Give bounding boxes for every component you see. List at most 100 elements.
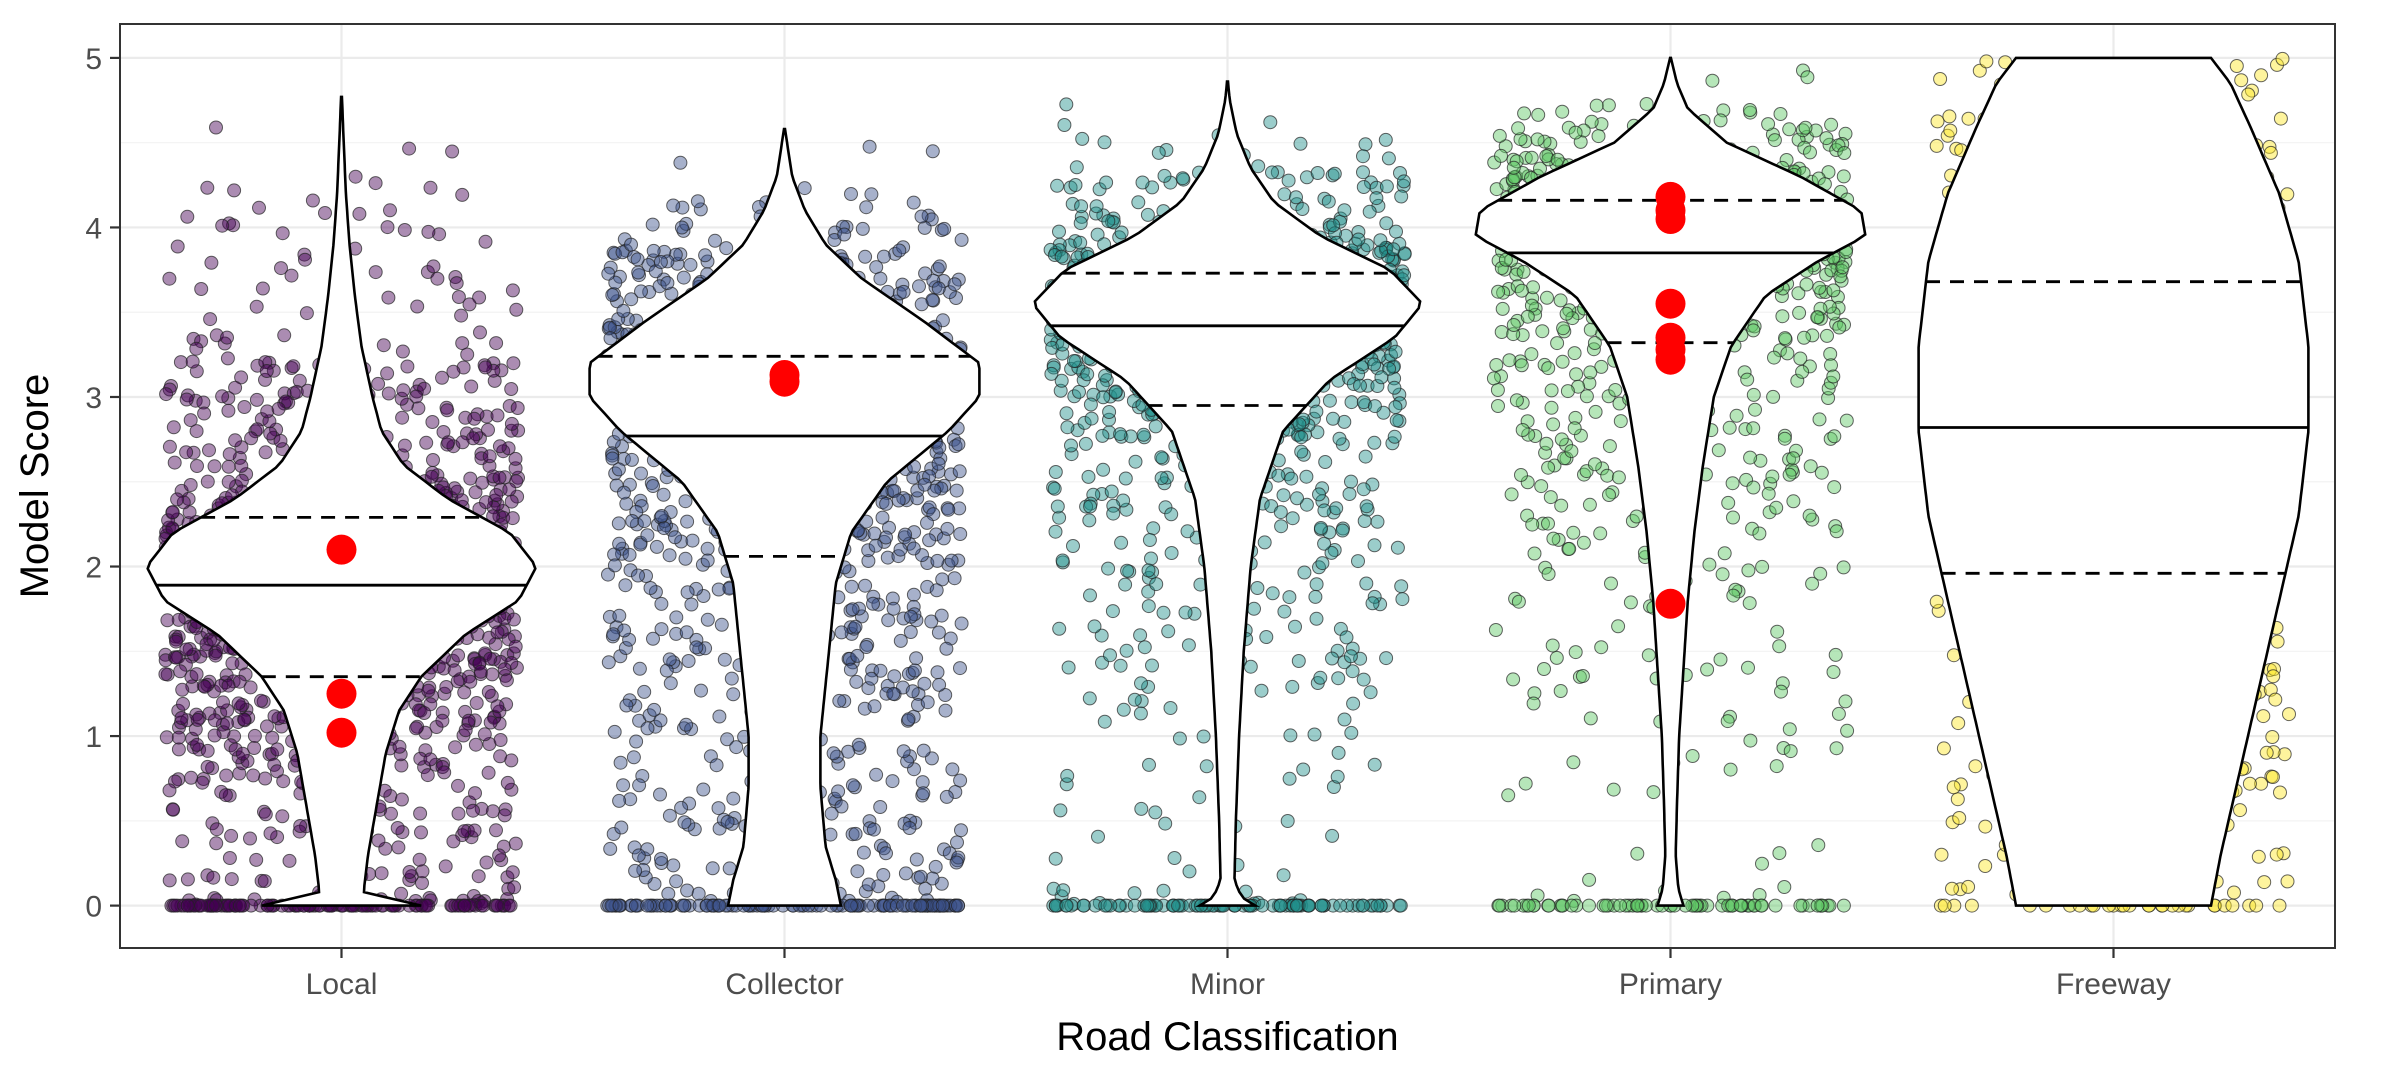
- data-point: [1119, 643, 1134, 658]
- data-point: [1309, 611, 1324, 626]
- data-point: [1358, 137, 1373, 152]
- data-point: [249, 299, 264, 314]
- data-point: [909, 651, 924, 666]
- data-point: [1289, 190, 1303, 205]
- data-point-zero: [1301, 898, 1316, 913]
- data-point: [1746, 480, 1761, 495]
- data-point: [841, 744, 856, 759]
- data-point: [1296, 762, 1311, 777]
- data-point: [1291, 654, 1306, 668]
- data-point: [266, 363, 281, 378]
- data-point: [473, 325, 487, 340]
- data-point: [1827, 480, 1842, 495]
- data-point: [200, 743, 215, 758]
- data-point: [1106, 506, 1121, 521]
- data-point: [477, 727, 492, 742]
- data-point-zero: [1393, 898, 1408, 913]
- highlight-point: [769, 366, 800, 397]
- data-point: [1326, 218, 1341, 233]
- data-point: [1144, 551, 1158, 566]
- data-point-zero: [1076, 898, 1091, 913]
- data-point: [260, 404, 275, 419]
- data-point: [170, 239, 185, 254]
- data-point: [1606, 782, 1621, 797]
- data-point: [1550, 336, 1565, 351]
- data-point: [1312, 487, 1326, 502]
- data-point: [467, 411, 482, 426]
- data-point: [1359, 576, 1374, 591]
- data-point: [426, 259, 441, 274]
- data-point: [1047, 481, 1062, 496]
- data-point: [506, 356, 521, 371]
- data-point: [1504, 487, 1519, 502]
- data-point: [1358, 449, 1373, 464]
- data-point: [420, 768, 435, 783]
- data-point: [1491, 399, 1505, 413]
- data-point: [1180, 524, 1195, 539]
- data-point: [1514, 358, 1529, 373]
- data-point: [220, 351, 235, 366]
- data-point: [1629, 509, 1644, 524]
- data-point: [490, 625, 505, 640]
- data-point: [1793, 351, 1808, 366]
- data-point: [869, 767, 884, 782]
- data-point: [1370, 514, 1385, 529]
- data-point: [1337, 712, 1352, 727]
- data-point: [257, 874, 272, 889]
- data-point: [886, 601, 901, 616]
- data-point: [417, 706, 432, 720]
- data-point: [848, 619, 863, 634]
- data-point: [487, 373, 502, 388]
- data-point: [1723, 762, 1738, 777]
- data-point: [305, 193, 320, 208]
- data-point: [929, 583, 944, 598]
- data-point: [1294, 430, 1309, 445]
- data-point: [862, 139, 877, 154]
- data-point: [1379, 179, 1394, 194]
- data-point: [1554, 498, 1569, 513]
- data-point: [221, 474, 236, 489]
- data-point: [1576, 535, 1591, 550]
- data-point: [254, 693, 268, 708]
- data-point: [505, 511, 520, 526]
- data-point: [925, 144, 940, 159]
- data-point: [166, 802, 181, 817]
- data-point: [674, 220, 689, 235]
- data-point: [1192, 790, 1207, 805]
- data-point: [1367, 757, 1382, 772]
- data-point: [1048, 465, 1063, 479]
- data-point: [463, 471, 478, 486]
- data-point: [167, 455, 182, 470]
- data-point: [1069, 160, 1084, 175]
- data-point: [678, 551, 693, 566]
- data-point: [263, 826, 278, 841]
- data-point: [845, 778, 860, 793]
- data-point: [1141, 563, 1156, 578]
- data-point: [271, 711, 286, 726]
- data-point: [1307, 727, 1322, 742]
- data-point: [1317, 536, 1332, 551]
- data-point: [293, 819, 308, 833]
- data-point: [1136, 427, 1151, 442]
- data-point: [653, 255, 668, 269]
- data-point: [162, 439, 177, 454]
- data-point-zero: [844, 898, 858, 913]
- data-point: [381, 386, 396, 401]
- data-point: [629, 734, 644, 749]
- data-point: [374, 866, 389, 881]
- data-point: [953, 661, 967, 676]
- data-point: [932, 677, 947, 692]
- data-point: [917, 477, 932, 492]
- data-point: [282, 853, 297, 868]
- data-point: [380, 366, 395, 381]
- data-point: [176, 696, 190, 711]
- data-point: [1116, 702, 1131, 717]
- data-point: [255, 281, 270, 296]
- data-point: [925, 871, 940, 886]
- data-point: [1128, 454, 1143, 469]
- data-point: [162, 873, 177, 888]
- data-point: [831, 784, 846, 799]
- data-point: [1142, 757, 1156, 772]
- data-point: [1594, 640, 1609, 655]
- data-point: [271, 401, 286, 416]
